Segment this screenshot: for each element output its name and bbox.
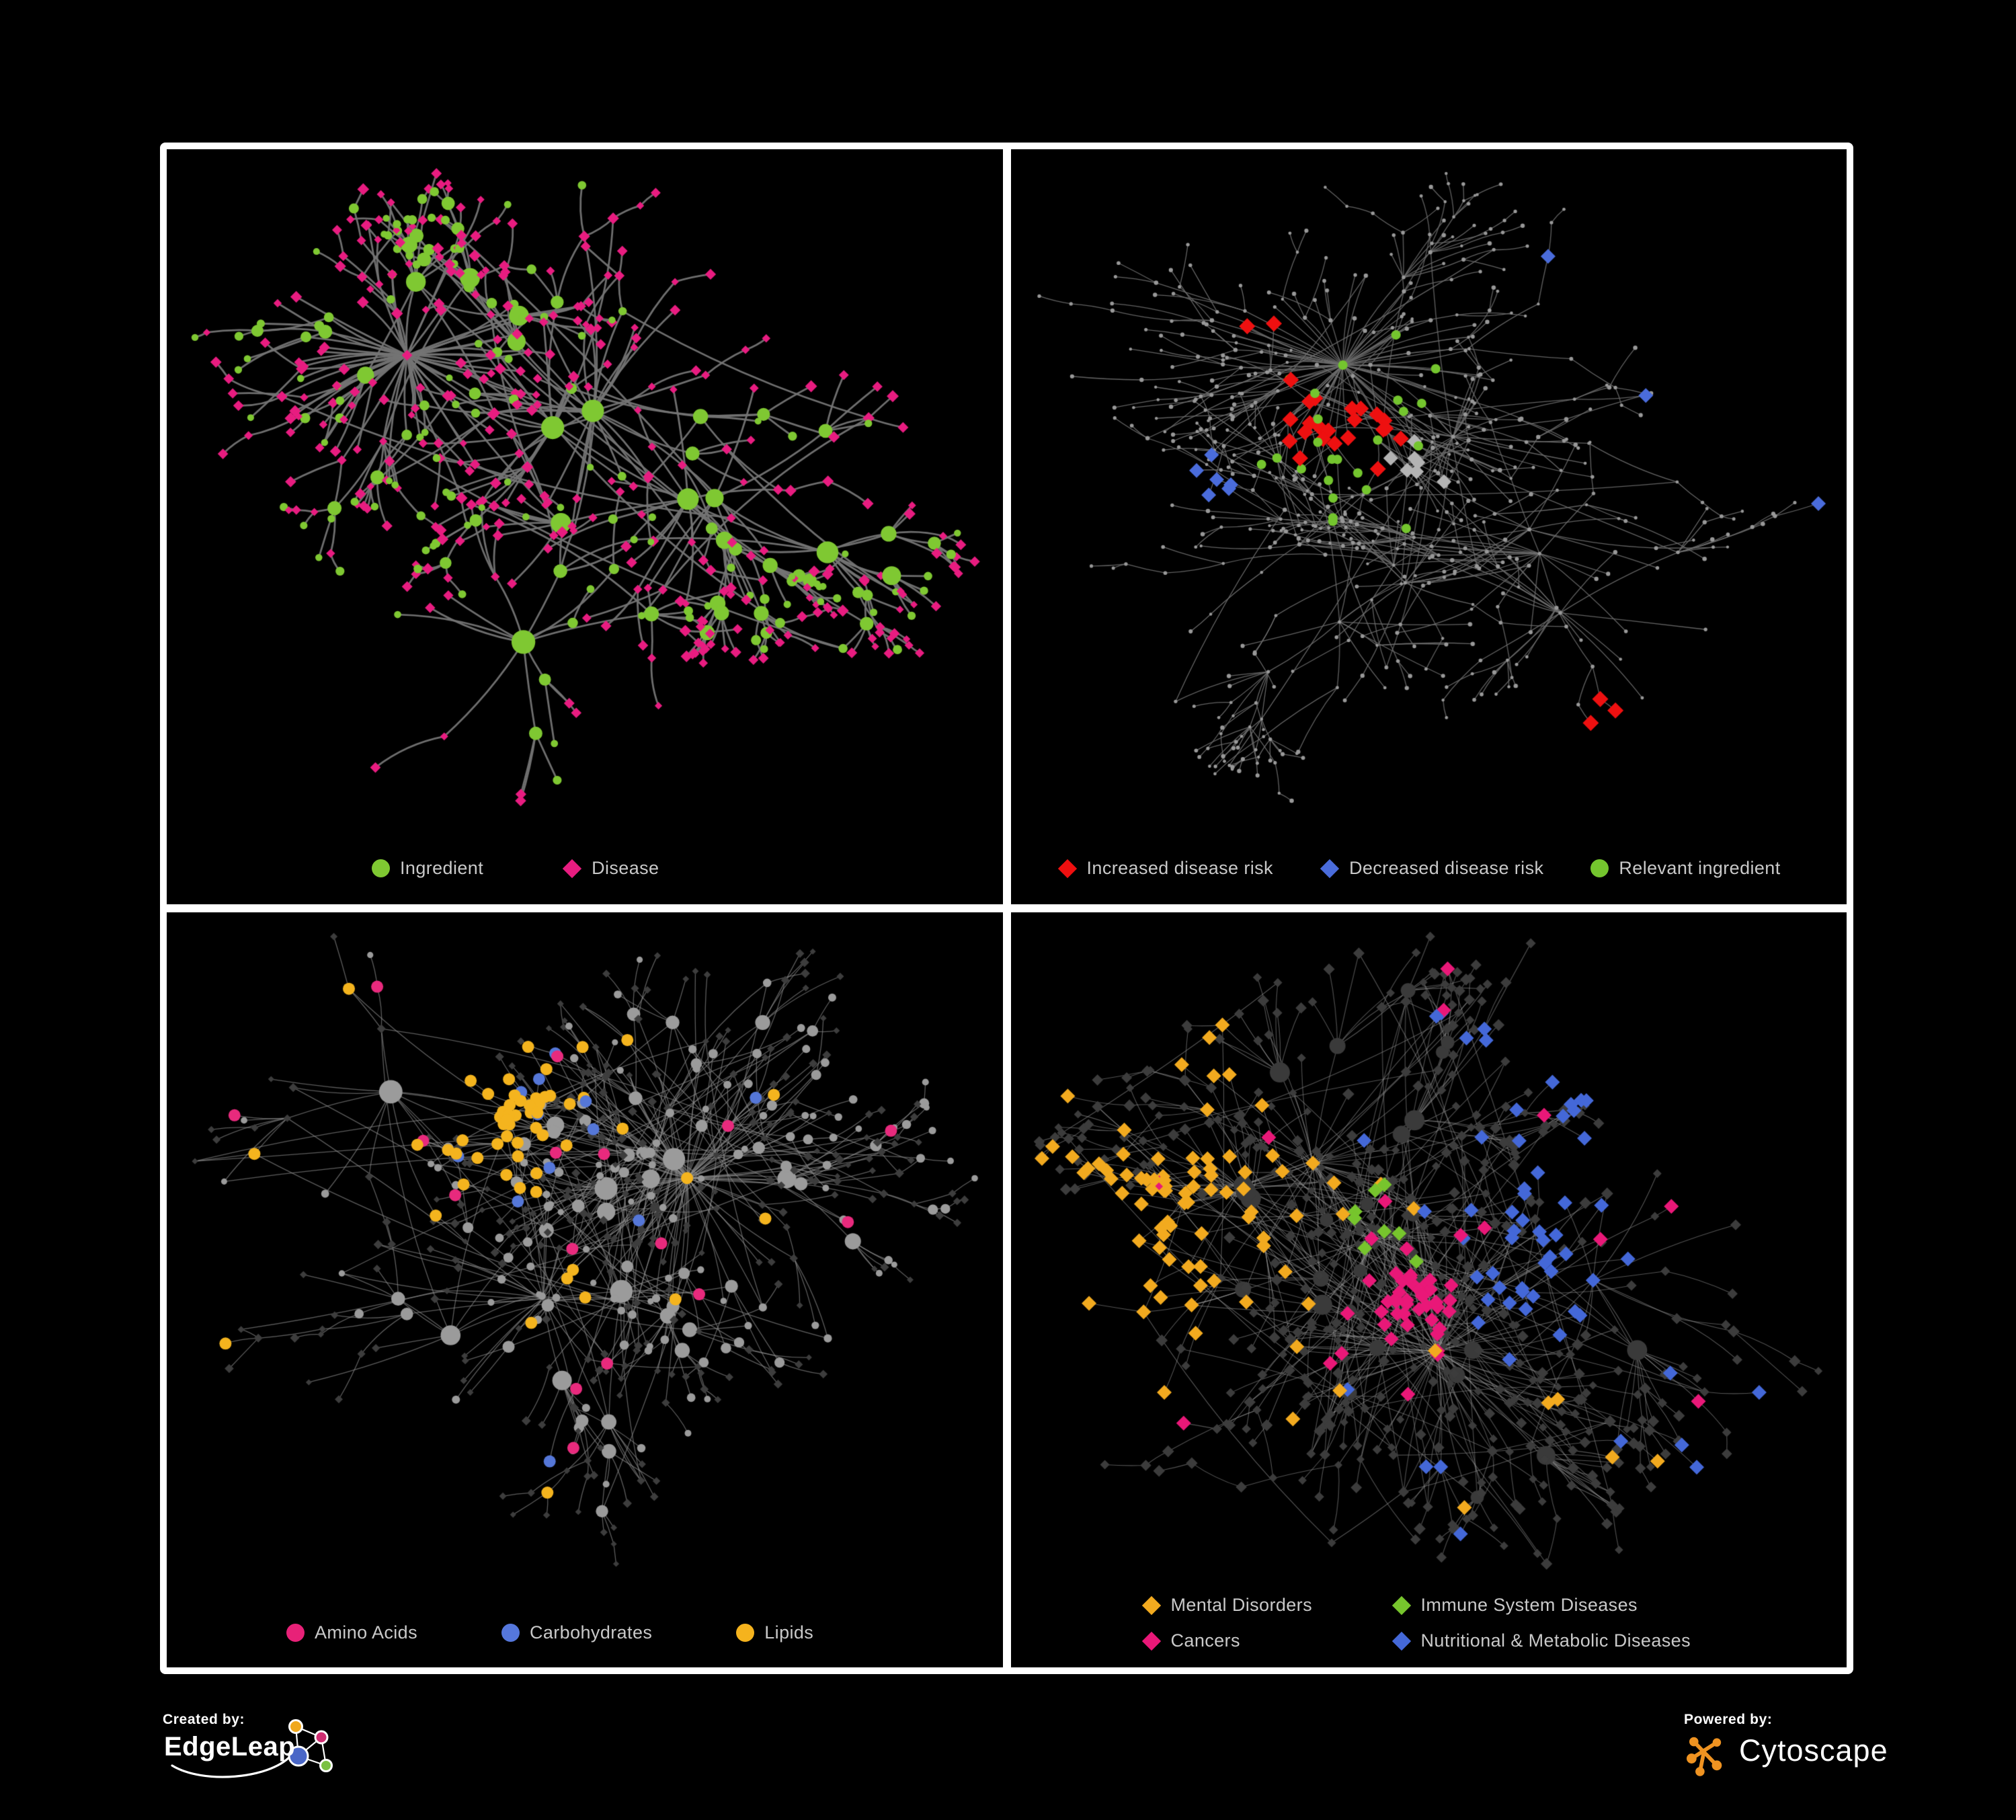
figure-frame: Ingredient Disease Increased disease risk…	[160, 143, 1853, 1674]
legend-item: Carbohydrates	[501, 1622, 652, 1643]
legend-nutrient-classes: Amino Acids Carbohydrates Lipids	[286, 1622, 813, 1643]
diamond-swatch	[1320, 859, 1340, 878]
legend-item-label: Ingredient	[400, 858, 484, 878]
diamond-swatch	[1057, 859, 1077, 878]
legend-item-label: Disease	[592, 858, 659, 878]
edgeleap-glyph-icon	[171, 1719, 333, 1778]
network-canvas-nutrient-classes	[167, 912, 1003, 1588]
legend-disease-classes: Mental Disorders Immune System Diseases Ca…	[1141, 1595, 1691, 1651]
legend-item-label: Increased disease risk	[1086, 858, 1273, 878]
legend-item: Nutritional & Metabolic Diseases	[1392, 1630, 1691, 1651]
circle-swatch	[372, 859, 390, 877]
legend-disease-risk: Increased disease risk Decreased disease …	[1057, 858, 1781, 879]
legend-item-label: Nutritional & Metabolic Diseases	[1420, 1630, 1691, 1651]
panel-disease-classes: Mental Disorders Immune System Diseases Ca…	[1010, 912, 1847, 1667]
legend-item-label: Relevant ingredient	[1619, 858, 1781, 878]
cytoscape-name: Cytoscape	[1739, 1733, 1888, 1768]
legend-item-label: Amino Acids	[315, 1622, 417, 1643]
legend-item-label: Lipids	[764, 1622, 814, 1643]
edgeleap-name: EdgeLeap	[164, 1732, 296, 1762]
legend-ingredient-disease: Ingredient Disease	[372, 858, 659, 879]
legend-item: Lipids	[736, 1622, 813, 1643]
circle-swatch	[1590, 859, 1609, 877]
panel-ingredient-disease: Ingredient Disease	[167, 149, 1003, 904]
diamond-swatch	[1392, 1631, 1411, 1651]
panel-nutrient-classes: Amino Acids Carbohydrates Lipids	[167, 912, 1003, 1667]
diamond-swatch	[1141, 1595, 1161, 1615]
panel-disease-risk: Increased disease risk Decreased disease …	[1010, 149, 1847, 904]
legend-item-label: Carbohydrates	[529, 1622, 653, 1643]
legend-item: Relevant ingredient	[1590, 858, 1780, 879]
legend-item: Increased disease risk	[1057, 858, 1273, 879]
network-canvas-ingredient-disease	[167, 149, 1003, 825]
circle-swatch	[286, 1624, 305, 1642]
legend-item-label: Immune System Diseases	[1420, 1595, 1638, 1615]
legend-item: Disease	[562, 858, 659, 879]
circle-swatch	[736, 1624, 755, 1642]
diamond-swatch	[1392, 1595, 1411, 1615]
diamond-swatch	[562, 859, 582, 878]
legend-item: Amino Acids	[286, 1622, 417, 1643]
circle-swatch	[501, 1624, 520, 1642]
diamond-swatch	[1141, 1631, 1161, 1651]
cytoscape-glyph-icon	[1686, 1737, 1722, 1776]
legend-item-label: Decreased disease risk	[1348, 858, 1544, 878]
legend-item: Cancers	[1141, 1630, 1392, 1651]
legend-item: Mental Disorders	[1141, 1595, 1392, 1616]
edgeleap-logo: Created by: EdgeLeap	[163, 1712, 364, 1813]
legend-item: Decreased disease risk	[1320, 858, 1543, 879]
cytoscape-logo: Powered by: Cytoscape	[1684, 1712, 1973, 1799]
legend-item-label: Mental Disorders	[1170, 1595, 1312, 1615]
legend-item: Ingredient	[372, 858, 483, 879]
legend-item-label: Cancers	[1170, 1630, 1240, 1651]
network-canvas-disease-risk	[1010, 149, 1847, 825]
powered-by-label: Powered by:	[1684, 1712, 1773, 1727]
network-canvas-disease-classes	[1010, 912, 1847, 1588]
created-by-label: Created by:	[163, 1712, 245, 1727]
legend-item: Immune System Diseases	[1392, 1595, 1691, 1616]
